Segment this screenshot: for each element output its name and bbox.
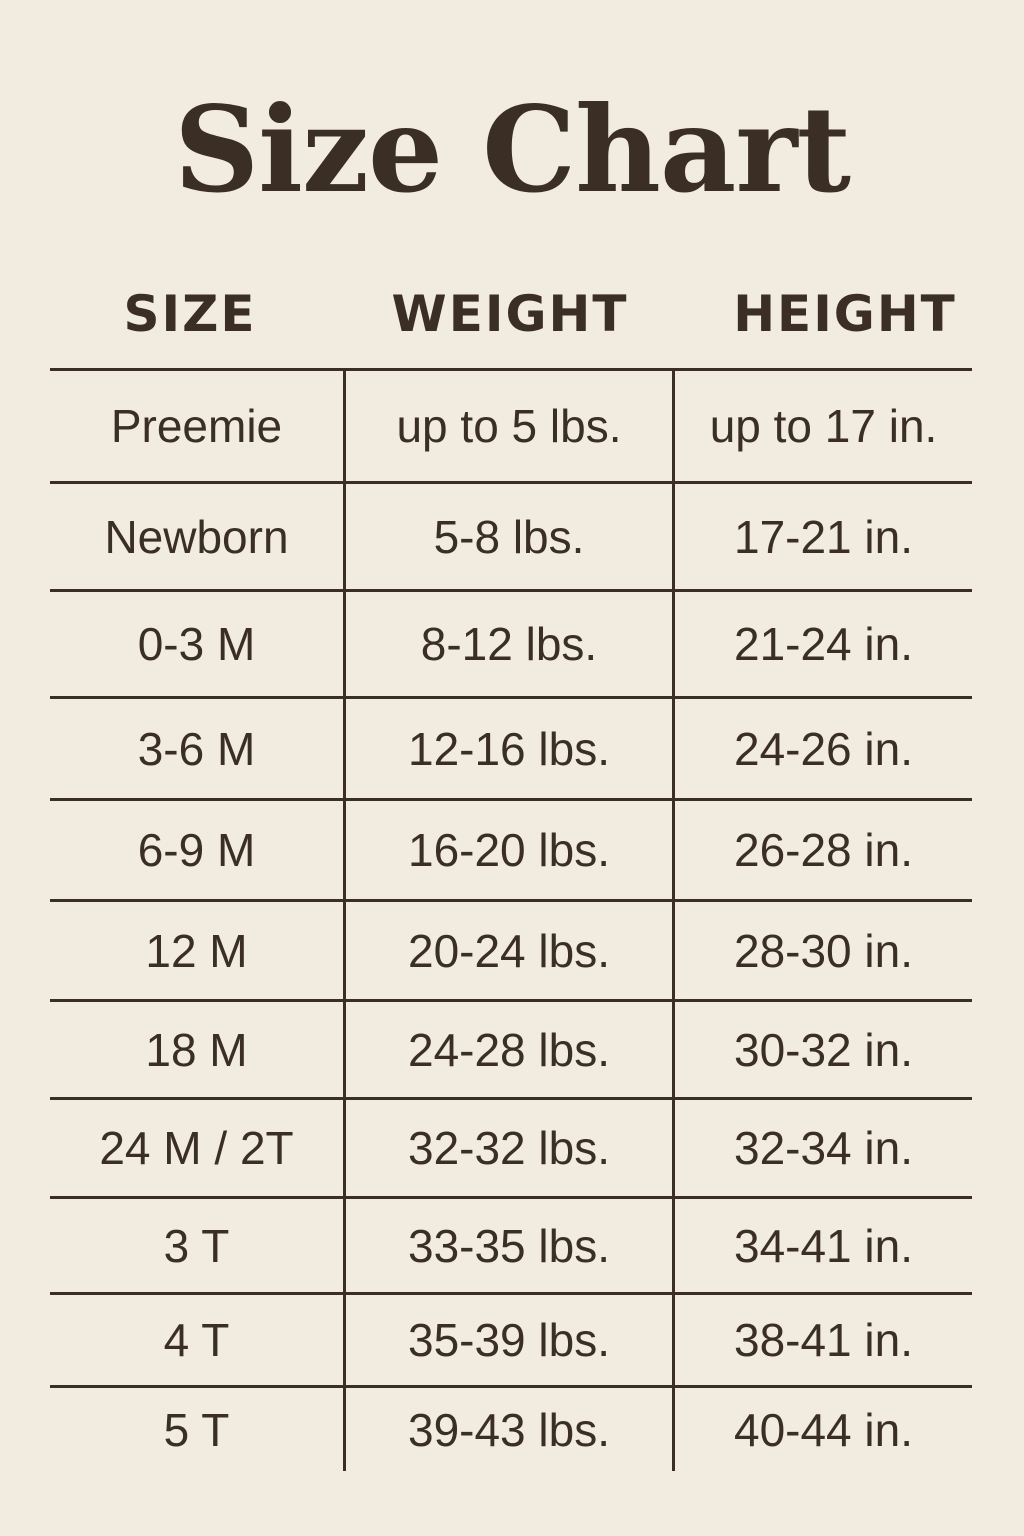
cell-height: up to 17 in.	[709, 400, 938, 452]
size-table: Preemie up to 5 lbs. up to 17 in. Newborn 5-…	[50, 368, 972, 1471]
cell-size: 18 M	[50, 1002, 346, 1097]
cell-weight: 35-39 lbs.	[346, 1295, 675, 1385]
cell-size: Preemie	[50, 371, 346, 481]
table-row: 24 M / 2T 32-32 lbs. 32-34 in.	[50, 1097, 972, 1196]
page-title: Size Chart	[173, 80, 851, 219]
table-row: Preemie up to 5 lbs. up to 17 in.	[50, 368, 972, 481]
cell-weight: 12-16 lbs.	[346, 699, 675, 798]
table-row: 0-3 M 8-12 lbs. 21-24 in.	[50, 589, 972, 696]
cell-height: 26-28 in.	[733, 824, 913, 876]
cell-height: 40-44 in.	[733, 1403, 913, 1456]
table-row: 3 T 33-35 lbs. 34-41 in.	[50, 1196, 972, 1292]
cell-size: 24 M / 2T	[50, 1100, 346, 1196]
cell-height: 21-24 in.	[733, 618, 913, 670]
cell-weight: 8-12 lbs.	[346, 592, 675, 696]
cell-weight: 32-32 lbs.	[346, 1100, 675, 1196]
cell-height: 30-32 in.	[733, 1023, 913, 1076]
cell-height: 17-21 in.	[733, 510, 913, 563]
cell-weight: 16-20 lbs.	[346, 801, 675, 899]
cell-size: 3-6 M	[50, 699, 346, 798]
table-row: 18 M 24-28 lbs. 30-32 in.	[50, 999, 972, 1097]
cell-size: 12 M	[50, 902, 346, 999]
cell-weight: up to 5 lbs.	[346, 371, 675, 481]
cell-weight: 33-35 lbs.	[346, 1199, 675, 1292]
cell-weight: 39-43 lbs.	[346, 1388, 675, 1471]
cell-weight: 20-24 lbs.	[346, 902, 675, 999]
column-header-size: SIZE	[123, 285, 257, 343]
cell-height: 34-41 in.	[733, 1219, 913, 1272]
cell-height: 24-26 in.	[733, 722, 913, 775]
column-header-height: HEIGHT	[733, 285, 957, 343]
cell-size: 0-3 M	[50, 592, 346, 696]
table-row: Newborn 5-8 lbs. 17-21 in.	[50, 481, 972, 589]
cell-size: 6-9 M	[50, 801, 346, 899]
cell-weight: 24-28 lbs.	[346, 1002, 675, 1097]
cell-size: Newborn	[50, 484, 346, 589]
table-row: 3-6 M 12-16 lbs. 24-26 in.	[50, 696, 972, 798]
table-row: 6-9 M 16-20 lbs. 26-28 in.	[50, 798, 972, 899]
cell-size: 3 T	[50, 1199, 346, 1292]
cell-weight: 5-8 lbs.	[346, 484, 675, 589]
cell-size: 5 T	[50, 1388, 346, 1471]
column-header-weight: WEIGHT	[391, 285, 629, 343]
cell-height: 32-34 in.	[733, 1122, 913, 1174]
cell-height: 28-30 in.	[733, 924, 913, 977]
table-row: 12 M 20-24 lbs. 28-30 in.	[50, 899, 972, 999]
table-row: 4 T 35-39 lbs. 38-41 in.	[50, 1292, 972, 1385]
table-row: 5 T 39-43 lbs. 40-44 in.	[50, 1385, 972, 1471]
cell-size: 4 T	[50, 1295, 346, 1385]
cell-height: 38-41 in.	[733, 1314, 913, 1366]
